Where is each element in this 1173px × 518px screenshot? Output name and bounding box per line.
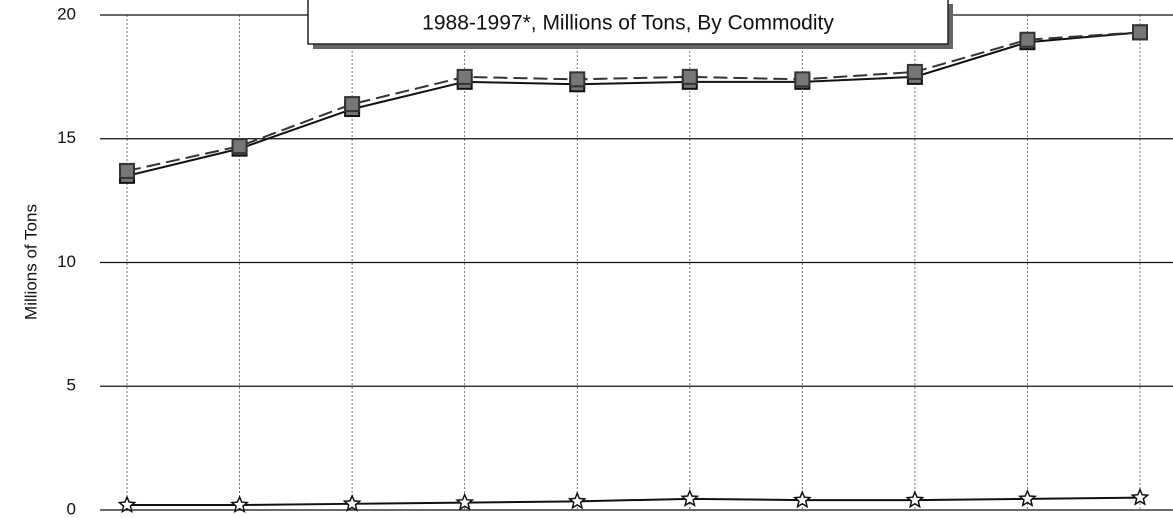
y-tick-label: 20 bbox=[57, 4, 76, 23]
series-line bbox=[127, 496, 1141, 507]
marker bbox=[792, 490, 812, 509]
marker bbox=[455, 492, 475, 511]
title-frame bbox=[307, 0, 949, 45]
plot: 0 5 10 15 20 bbox=[57, 4, 1173, 518]
marker bbox=[119, 162, 135, 179]
marker bbox=[117, 495, 137, 514]
y-tick-label: 10 bbox=[57, 252, 76, 271]
series-line bbox=[126, 31, 1141, 177]
marker bbox=[569, 71, 586, 88]
y-tick-label: 15 bbox=[57, 128, 76, 147]
marker bbox=[1019, 31, 1036, 48]
marker bbox=[344, 96, 361, 113]
marker bbox=[1130, 487, 1150, 506]
marker bbox=[567, 491, 587, 510]
marker bbox=[1132, 24, 1148, 41]
marker bbox=[905, 490, 925, 509]
marker bbox=[456, 68, 473, 85]
y-tick-label: 5 bbox=[67, 376, 76, 395]
chart-title: 1988-1997*, Millions of Tons, By Commodi… bbox=[422, 12, 834, 35]
title-box: 1988-1997*, Millions of Tons, By Commodi… bbox=[307, 0, 953, 49]
marker bbox=[681, 68, 698, 85]
series-line bbox=[126, 31, 1141, 172]
marker bbox=[342, 493, 362, 512]
marker bbox=[231, 138, 248, 155]
y-tick-label: 0 bbox=[67, 499, 76, 518]
marker bbox=[794, 71, 811, 88]
marker bbox=[906, 63, 923, 80]
marker bbox=[1017, 488, 1037, 507]
y-axis-label: Millions of Tons bbox=[21, 204, 40, 320]
marker bbox=[680, 488, 700, 507]
marker bbox=[230, 495, 250, 514]
